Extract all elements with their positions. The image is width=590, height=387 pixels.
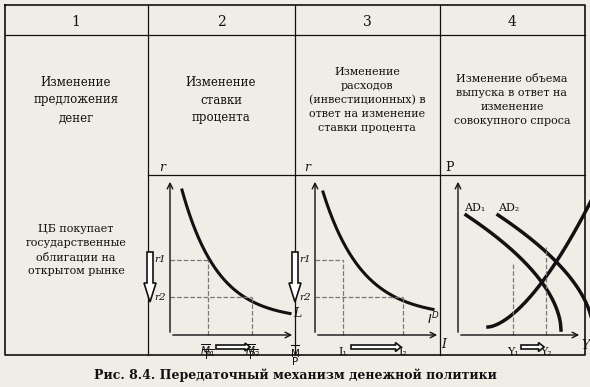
Polygon shape (144, 252, 156, 302)
Text: I₂: I₂ (399, 347, 408, 357)
Text: L: L (293, 307, 301, 320)
Text: Y: Y (581, 339, 589, 352)
Text: Изменение
предложения
денег: Изменение предложения денег (34, 75, 119, 125)
Text: Рис. 8.4. Передаточный механизм денежной политики: Рис. 8.4. Передаточный механизм денежной… (94, 368, 496, 382)
Text: P: P (292, 357, 298, 367)
Text: r2: r2 (155, 293, 166, 301)
Text: $\overline{M}_1$: $\overline{M}_1$ (201, 343, 215, 360)
Text: P: P (205, 351, 211, 361)
Text: P: P (249, 351, 255, 361)
Text: Y₁: Y₁ (507, 347, 519, 357)
Text: AD₂: AD₂ (498, 203, 519, 213)
Text: AD₁: AD₁ (464, 203, 485, 213)
Text: $\overline{M}_2$: $\overline{M}_2$ (244, 343, 260, 360)
Text: Изменение объема
выпуска в ответ на
изменение
совокупного спроса: Изменение объема выпуска в ответ на изме… (454, 74, 571, 126)
Text: 3: 3 (363, 15, 371, 29)
Text: 2: 2 (217, 15, 225, 29)
Text: ЦБ покупает
государственные
облигации на
открытом рынке: ЦБ покупает государственные облигации на… (25, 224, 126, 276)
Text: 1: 1 (71, 15, 80, 29)
Text: M: M (290, 349, 300, 359)
Text: r: r (304, 161, 310, 174)
Polygon shape (216, 343, 250, 351)
Text: r1: r1 (155, 255, 166, 264)
Text: I: I (441, 338, 447, 351)
Text: r2: r2 (299, 293, 311, 301)
Polygon shape (521, 342, 544, 351)
Text: Изменение
расходов
(инвестиционных) в
ответ на изменение
ставки процента: Изменение расходов (инвестиционных) в от… (309, 67, 425, 133)
Text: P: P (446, 161, 454, 174)
Text: I₁: I₁ (339, 347, 348, 357)
Text: r1: r1 (299, 255, 311, 264)
Text: Y₂: Y₂ (540, 347, 552, 357)
Text: $I^D$: $I^D$ (427, 311, 440, 327)
Text: r: r (159, 161, 165, 174)
Text: 4: 4 (507, 15, 516, 29)
Text: Изменение
ставки
процента: Изменение ставки процента (186, 75, 256, 125)
Polygon shape (289, 252, 301, 302)
Polygon shape (351, 342, 401, 351)
